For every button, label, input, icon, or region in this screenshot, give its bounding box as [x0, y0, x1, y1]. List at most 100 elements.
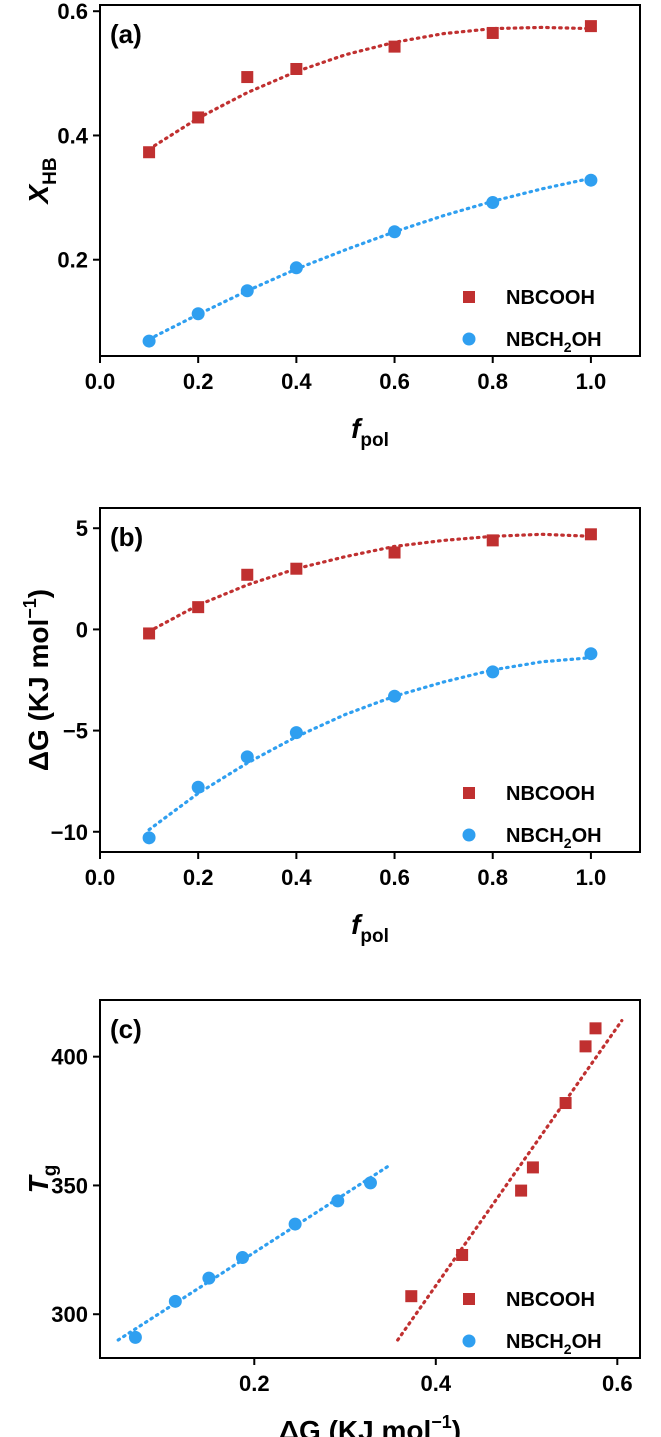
y-axis-label-main: ΔG (KJ mol — [23, 619, 54, 771]
legend-label-sub: 2 — [564, 1341, 572, 1357]
y-tick-label: 0 — [76, 617, 88, 642]
x-axis-label: fpol — [351, 413, 389, 451]
legend-marker-circle — [462, 828, 476, 842]
legend: NBCOOH NBCH2OH — [462, 287, 602, 355]
point-nbch2oh — [486, 196, 500, 210]
chart-panel-c: 0.2 0.4 0.6 300 350 400 (c) NBCOOH NBCH2OH ΔG (KJ… — [23, 999, 641, 1437]
y-axis-label-tail: ) — [23, 589, 54, 598]
point-nbch2oh — [128, 1330, 142, 1344]
y-axis-label-sup: −1 — [20, 598, 40, 619]
point-nbcooh — [192, 111, 205, 124]
point-nbch2oh — [168, 1294, 182, 1308]
point-nbch2oh — [191, 307, 205, 321]
panel-label: (a) — [110, 19, 142, 49]
point-nbch2oh — [363, 1176, 377, 1190]
y-tick-label: −10 — [51, 820, 88, 845]
chart-panel-a: 0.0 0.2 0.4 0.6 0.8 1.0 0.2 0.4 0.6 (a) NBCOOH NBCH… — [23, 0, 641, 451]
panel-label: (b) — [110, 522, 143, 552]
point-nbcooh — [515, 1184, 528, 1197]
x-axis-label-main: f — [351, 413, 363, 444]
x-tick-label: 0.8 — [477, 369, 508, 394]
legend-marker-circle — [462, 1334, 476, 1348]
y-axis-label-sub: g — [40, 1165, 61, 1177]
y-tick-label: −5 — [63, 719, 88, 744]
y-axis-label: XHB — [23, 157, 61, 205]
y-axis-label: Tg — [23, 1165, 61, 1194]
x-tick-label: 0.2 — [183, 369, 214, 394]
legend-marker-square — [463, 1293, 475, 1305]
x-axis-label-sup: −1 — [431, 1412, 452, 1432]
point-nbch2oh — [202, 1271, 216, 1285]
point-nbch2oh — [142, 831, 156, 845]
point-nbcooh — [584, 20, 597, 33]
point-nbch2oh — [288, 1217, 302, 1231]
panel-label: (c) — [110, 1014, 142, 1044]
fit-curve-nbcooh — [396, 1019, 624, 1342]
point-nbch2oh — [331, 1194, 345, 1208]
fit-curve-nbcooh — [147, 25, 593, 151]
point-nbch2oh — [240, 750, 254, 764]
legend-label-tail: OH — [572, 825, 602, 847]
legend-label-sub: 2 — [564, 835, 572, 851]
x-axis-label-sub: pol — [360, 430, 389, 451]
point-nbcooh — [388, 40, 401, 53]
y-axis-label: ΔG (KJ mol−1) — [20, 589, 54, 771]
x-tick-label: 0.6 — [379, 369, 410, 394]
legend-marker-circle — [462, 332, 476, 346]
fit-curve-nbcooh — [147, 532, 593, 633]
legend-label-main: NBCH — [506, 329, 564, 351]
point-nbcooh — [192, 601, 205, 614]
x-axis-label-tail: ) — [452, 1415, 461, 1437]
x-tick-label: 1.0 — [576, 369, 607, 394]
legend: NBCOOH NBCH2OH — [462, 783, 602, 851]
x-axis-label-sub: pol — [360, 926, 389, 947]
point-nbcooh — [388, 546, 401, 559]
legend-label-main: NBCOOH — [506, 783, 595, 805]
x-tick-label: 0.2 — [183, 865, 214, 890]
point-nbcooh — [405, 1290, 418, 1303]
point-nbch2oh — [191, 780, 205, 794]
legend-label-nbch2oh: NBCH2OH — [506, 329, 602, 355]
y-axis-label-main: T — [23, 1173, 54, 1193]
point-nbcooh — [579, 1040, 592, 1053]
point-nbch2oh — [388, 689, 402, 703]
point-nbch2oh — [289, 726, 303, 740]
plot-frame — [99, 999, 641, 1359]
x-axis-label-main: ΔG (KJ mol — [279, 1415, 431, 1437]
y-tick-label: 5 — [76, 516, 88, 541]
legend-label-nbcooh: NBCOOH — [506, 783, 595, 805]
chart-panel-b: 0.0 0.2 0.4 0.6 0.8 1.0 −10 −5 0 5 (b) NBCOOH NBCH2O… — [20, 507, 641, 947]
point-nbcooh — [526, 1161, 539, 1174]
x-tick-label: 0.0 — [85, 369, 116, 394]
legend-label-nbch2oh: NBCH2OH — [506, 1331, 602, 1357]
legend-label-nbch2oh: NBCH2OH — [506, 825, 602, 851]
point-nbch2oh — [142, 334, 156, 348]
fit-curve-nbch2oh — [147, 176, 593, 341]
point-nbcooh — [456, 1248, 469, 1261]
x-tick-label: 0.4 — [281, 865, 312, 890]
plot-frame — [99, 507, 641, 853]
legend-label-sub: 2 — [564, 339, 572, 355]
y-tick-label: 300 — [51, 1302, 88, 1327]
point-nbcooh — [584, 528, 597, 541]
point-nbch2oh — [235, 1251, 249, 1265]
x-axis-label: ΔG (KJ mol−1) — [279, 1412, 461, 1437]
legend-label-nbcooh: NBCOOH — [506, 287, 595, 309]
x-axis-label: fpol — [351, 909, 389, 947]
y-tick-label: 0.6 — [57, 0, 88, 24]
x-tick-label: 0.6 — [602, 1371, 633, 1396]
point-nbch2oh — [486, 665, 500, 679]
point-nbcooh — [241, 71, 254, 84]
point-nbch2oh — [584, 647, 598, 661]
legend-label-nbcooh: NBCOOH — [506, 1289, 595, 1311]
point-nbcooh — [486, 534, 499, 547]
y-tick-label: 400 — [51, 1045, 88, 1070]
point-nbcooh — [486, 26, 499, 39]
x-tick-label: 0.8 — [477, 865, 508, 890]
point-nbcooh — [143, 146, 156, 159]
legend-label-main: NBCOOH — [506, 287, 595, 309]
fit-curve-nbch2oh — [147, 656, 593, 832]
point-nbch2oh — [388, 225, 402, 239]
point-nbcooh — [589, 1022, 602, 1035]
